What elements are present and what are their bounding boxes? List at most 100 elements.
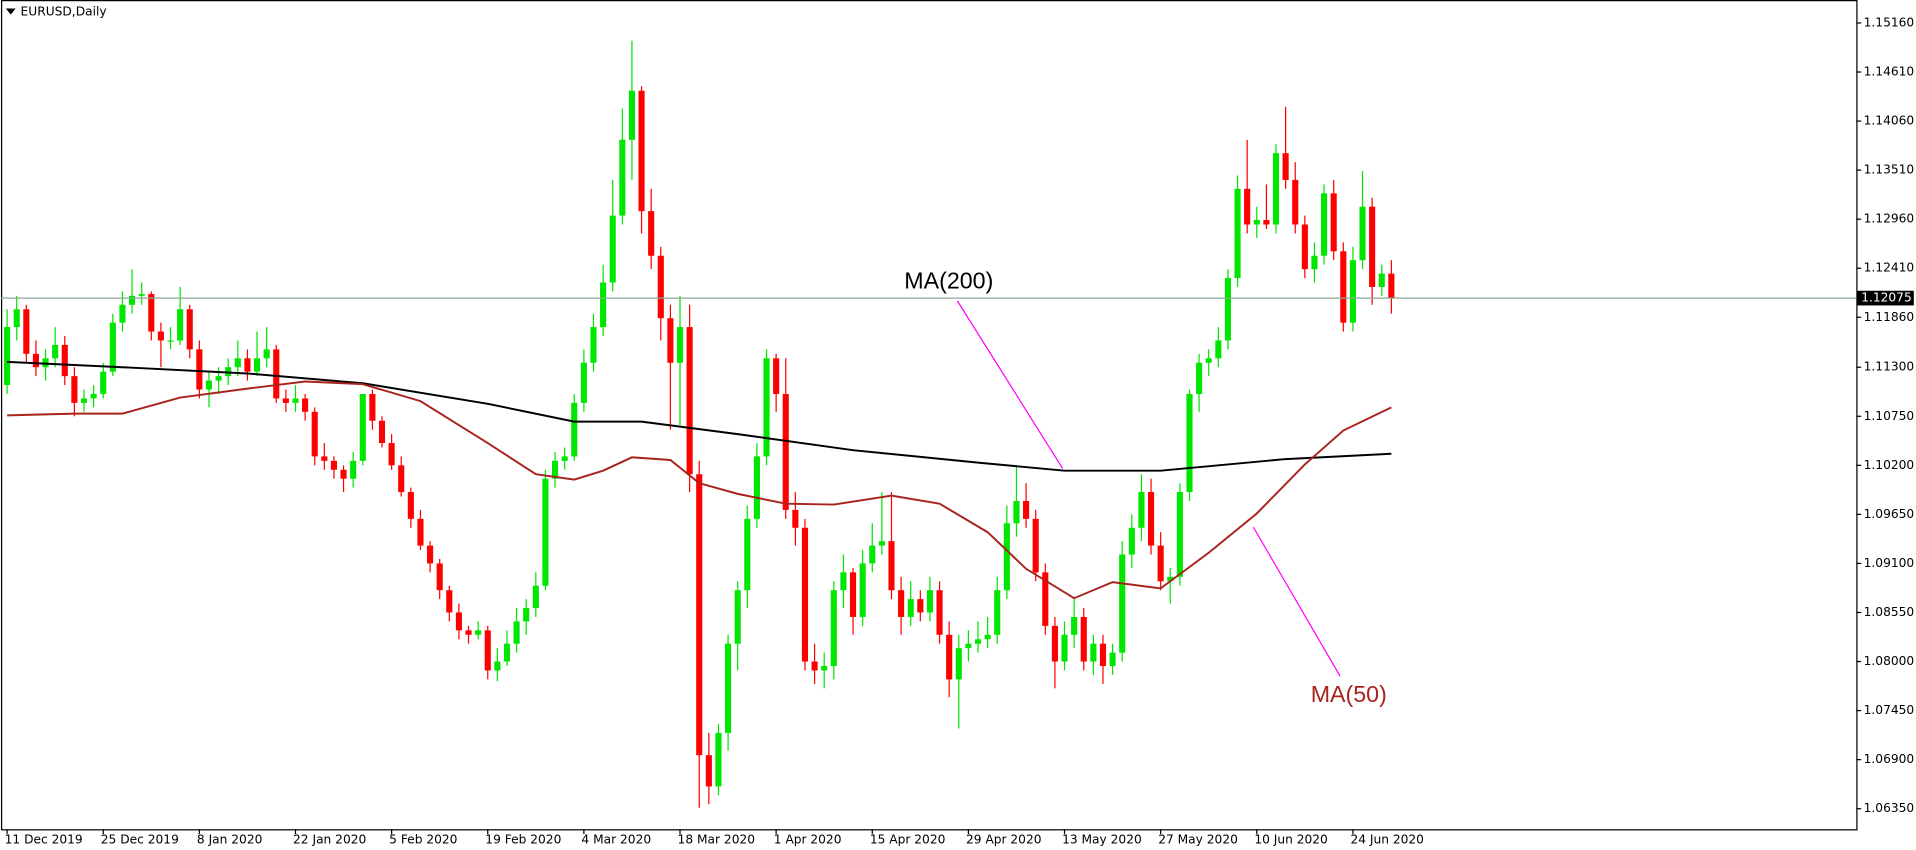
- y-tick-label: 1.14060: [1864, 114, 1915, 128]
- candle-body: [321, 456, 328, 461]
- y-tick-label: 1.09100: [1864, 556, 1915, 570]
- candle-body: [869, 545, 876, 564]
- candle-body: [657, 255, 664, 319]
- candle-body: [523, 608, 530, 622]
- candle-body: [1147, 492, 1155, 546]
- candle-body: [878, 541, 885, 546]
- candle-body: [917, 599, 924, 613]
- x-tick-label: 4 Mar 2020: [581, 833, 651, 847]
- y-tick-label: 1.12960: [1864, 212, 1915, 226]
- candle-body: [1224, 278, 1232, 341]
- candle-body: [619, 139, 626, 216]
- candle-body: [205, 380, 213, 390]
- candle-body: [263, 349, 270, 359]
- candle-body: [157, 331, 164, 341]
- candle-body: [696, 474, 703, 756]
- candle-body: [109, 322, 116, 372]
- candle-body: [1196, 362, 1203, 394]
- chart-title: EURUSD,Daily: [21, 5, 107, 19]
- candle-body: [1061, 634, 1068, 662]
- candle-body: [532, 585, 539, 609]
- candle-body: [609, 215, 616, 283]
- x-tick-label: 15 Apr 2020: [870, 833, 946, 847]
- candle-body: [1090, 643, 1097, 662]
- candle-body: [1157, 545, 1164, 582]
- candle-body: [100, 371, 107, 394]
- candle-body: [234, 358, 241, 368]
- candle-body: [715, 732, 722, 787]
- candle-body: [1340, 251, 1347, 323]
- y-tick-label: 1.14610: [1864, 65, 1915, 79]
- candle-body: [1109, 652, 1116, 666]
- candle-body: [936, 590, 943, 635]
- candle-body: [350, 460, 357, 479]
- candle-body: [965, 643, 972, 649]
- y-tick-label: 1.11300: [1864, 360, 1915, 374]
- candle-body: [686, 327, 693, 475]
- candle-body: [638, 90, 645, 212]
- symbol-menu-arrow: [5, 8, 16, 15]
- candle-body: [1359, 206, 1366, 261]
- candle-body: [436, 563, 443, 591]
- x-tick-label: 24 Jun 2020: [1350, 833, 1424, 847]
- candle-body: [667, 318, 674, 363]
- candle-body: [61, 344, 68, 377]
- y-tick-label: 1.08550: [1864, 605, 1915, 619]
- y-tick-label: 1.06350: [1864, 801, 1915, 815]
- candle-body: [801, 527, 809, 662]
- candle-body: [1244, 188, 1251, 225]
- y-tick-label: 1.13510: [1864, 163, 1915, 177]
- plot-frame: [0, 0, 1858, 831]
- candle-body: [782, 393, 789, 510]
- candle-body: [71, 376, 78, 403]
- candle-body: [244, 358, 251, 372]
- candle-body: [4, 327, 11, 386]
- candle-body: [955, 648, 962, 680]
- candle-body: [1042, 572, 1049, 626]
- candle-body: [551, 460, 559, 479]
- y-tick-label: 1.07450: [1864, 703, 1915, 717]
- candle-body: [1301, 224, 1308, 270]
- candle-body: [1138, 492, 1145, 528]
- candle-body: [1292, 179, 1299, 225]
- candle-body: [340, 469, 347, 479]
- candle-body: [1032, 518, 1039, 573]
- y-tick-label: 1.15160: [1864, 15, 1915, 29]
- candle-body: [830, 590, 837, 666]
- candle-body: [1234, 188, 1241, 279]
- candle-body: [119, 304, 126, 323]
- candle-body: [542, 478, 549, 586]
- candle-body: [849, 572, 857, 617]
- candle-body: [513, 621, 520, 644]
- candle-body: [90, 393, 97, 399]
- candle-body: [273, 349, 280, 399]
- candle-body: [648, 211, 655, 256]
- y-tick-label: 1.10200: [1864, 458, 1915, 472]
- ma-line: [7, 360, 1392, 472]
- ma50-label: MA(50): [1311, 681, 1387, 707]
- candle-body: [580, 362, 587, 403]
- candle-body: [215, 376, 222, 381]
- candle-body: [359, 393, 366, 461]
- candle-body: [148, 294, 155, 332]
- candle-body: [1215, 340, 1222, 359]
- candle-body: [898, 590, 905, 617]
- candle-body: [417, 518, 424, 546]
- candle-body: [13, 309, 20, 328]
- candle-body: [763, 358, 770, 457]
- candle-body: [253, 358, 261, 372]
- x-tick-label: 27 May 2020: [1158, 833, 1238, 847]
- x-tick-label: 8 Jan 2020: [197, 833, 262, 847]
- candle-body: [465, 630, 472, 635]
- candle-body: [1263, 220, 1270, 225]
- candle-body: [388, 443, 395, 466]
- ma-line: [7, 380, 1392, 600]
- candle-body: [561, 456, 568, 461]
- candle-body: [369, 393, 376, 421]
- x-tick-label: 25 Dec 2019: [101, 833, 179, 847]
- candle-body: [744, 518, 751, 591]
- candle-body: [1013, 501, 1020, 524]
- candle-body: [292, 398, 299, 403]
